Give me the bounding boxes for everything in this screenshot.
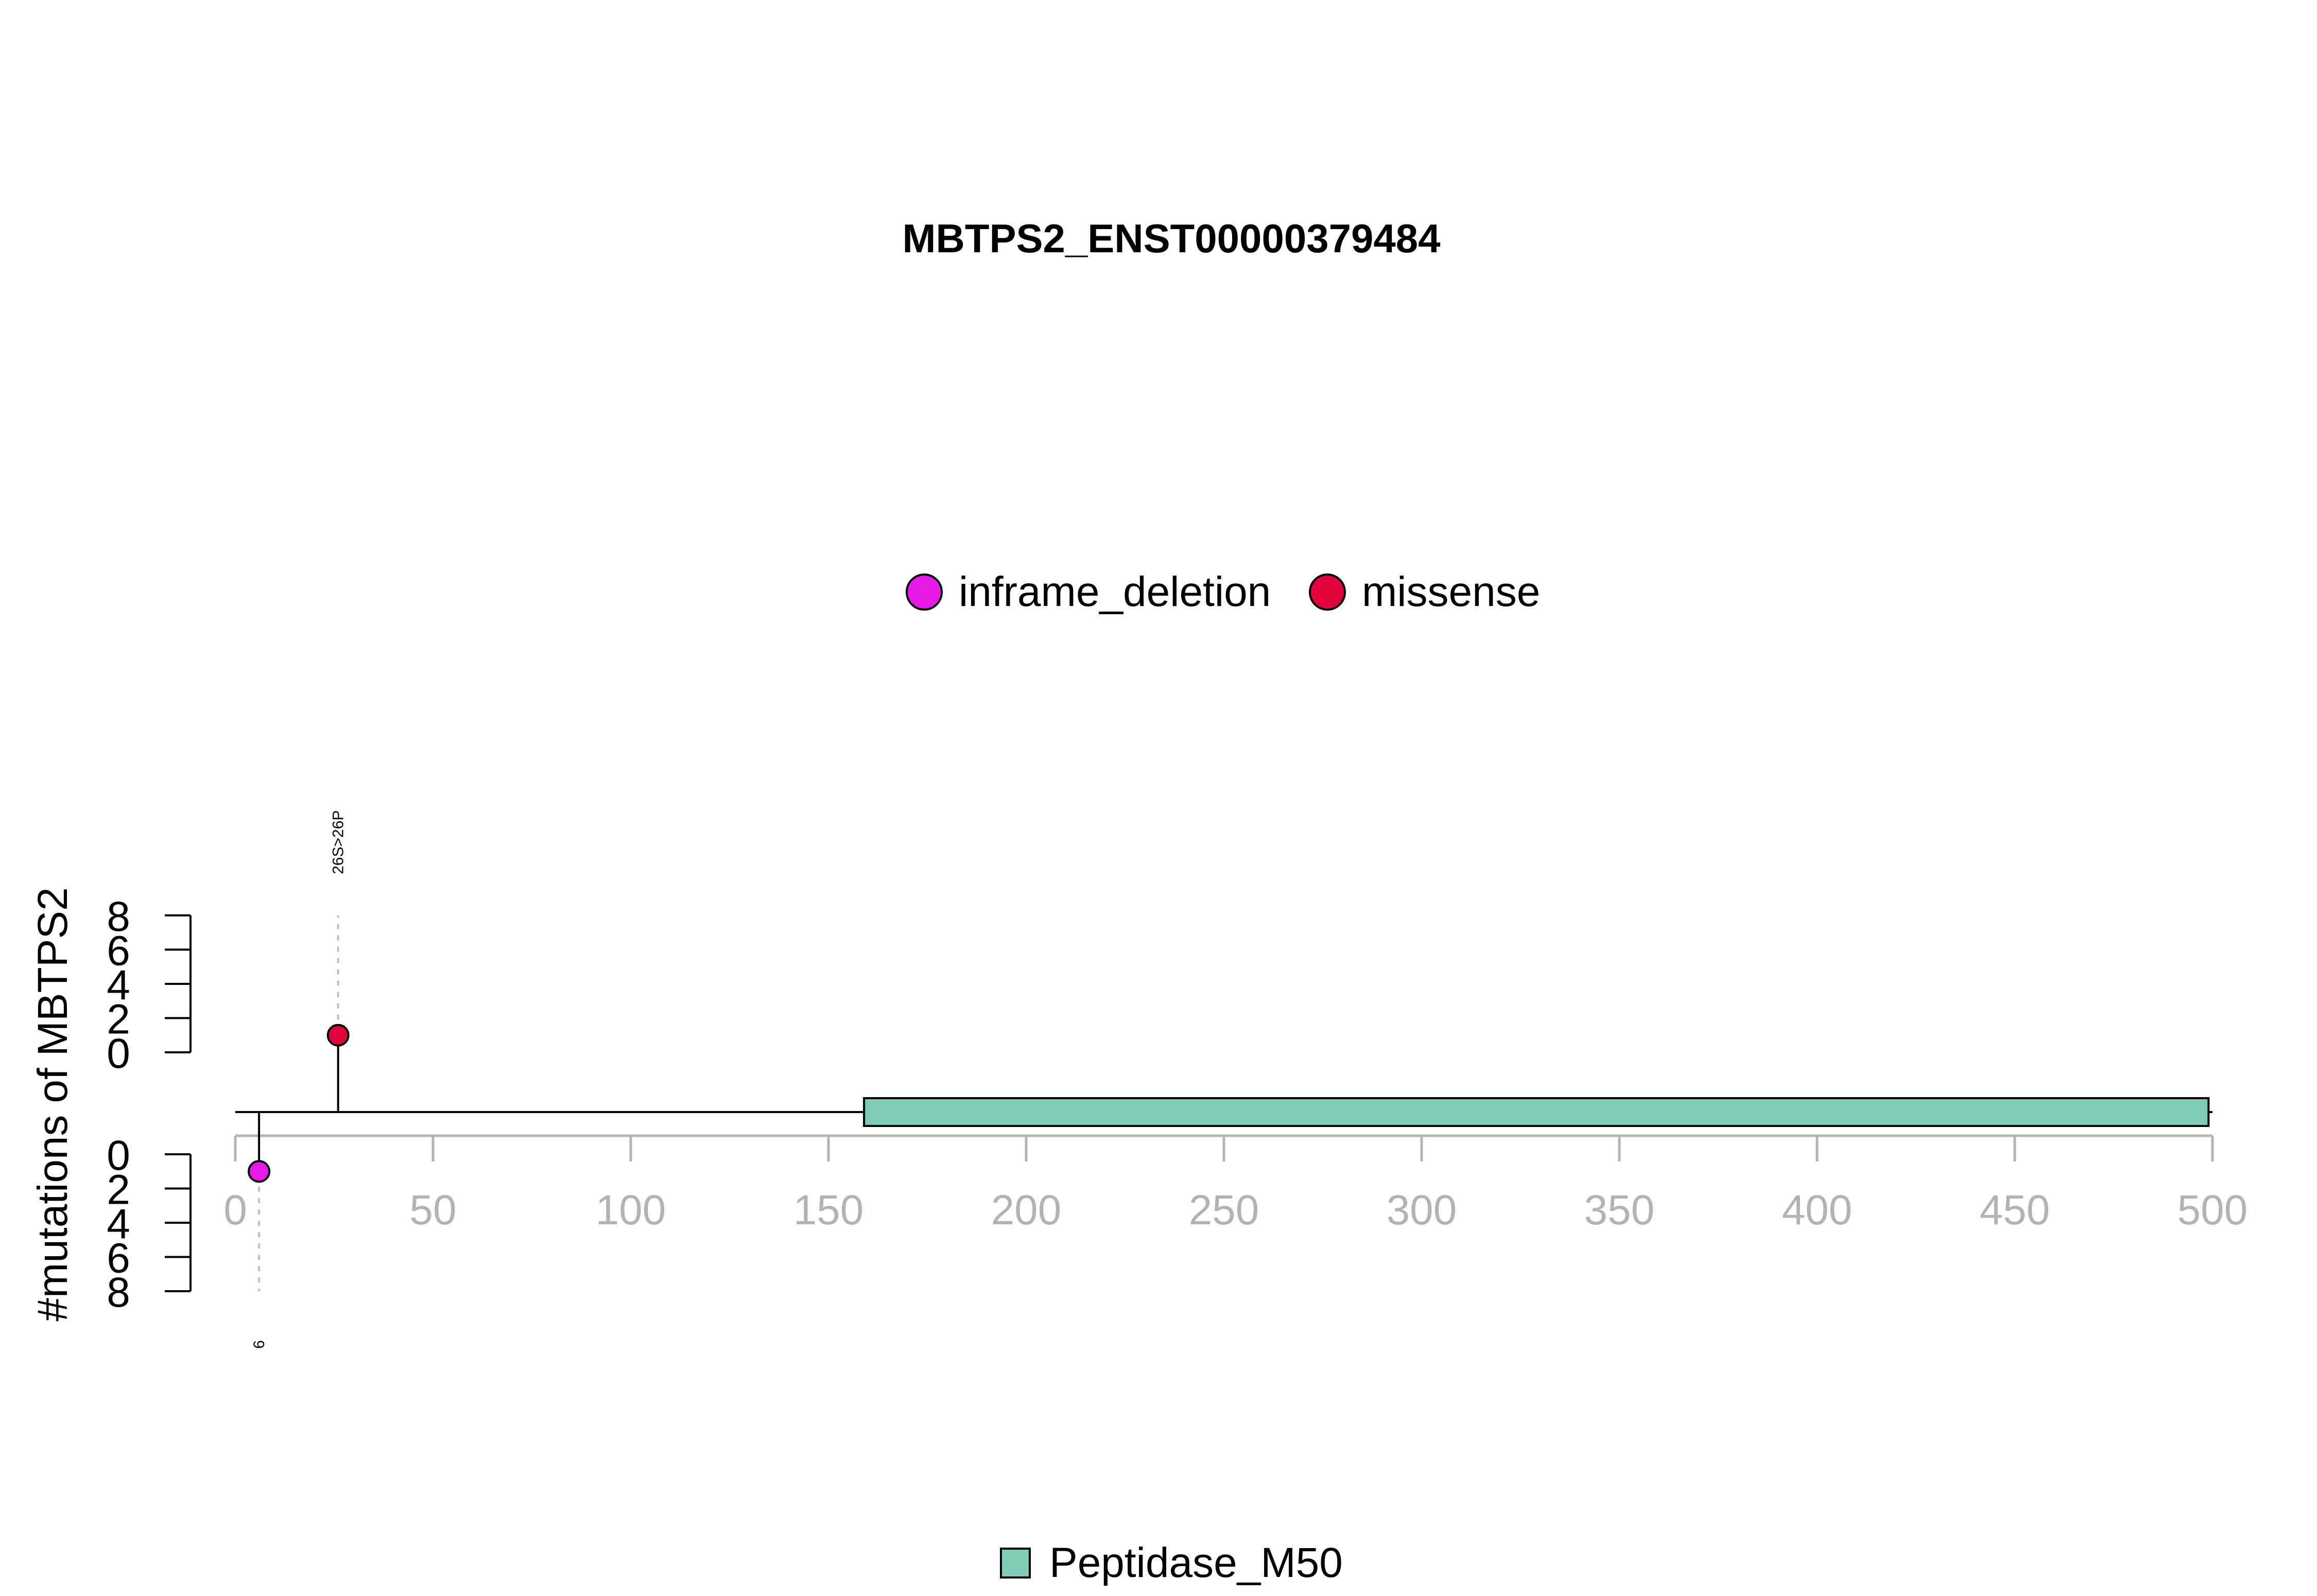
x-tick-label-400: 400 [1782,1187,1853,1234]
x-tick-label-450: 450 [1980,1187,2050,1234]
y-top-tick-label-2: 2 [107,996,130,1043]
mutation-missense-26-head [326,1023,350,1047]
chart-title: MBTPS2_ENST00000379484 [903,216,1441,261]
x-tick-label-350: 350 [1584,1187,1655,1234]
x-tick-label-150: 150 [793,1187,864,1234]
domain-legend: Peptidase_M50 [1000,1539,1343,1586]
y-top-tick-label-8: 8 [107,893,130,940]
x-tick-label-300: 300 [1387,1187,1457,1234]
legend-marker-missense [1309,574,1346,611]
legend-label-missense: missense [1362,568,1540,615]
y-bottom-tick-label-6: 6 [107,1235,130,1282]
mutation-legend: inframe_deletion missense [906,568,1540,615]
x-tick-label-100: 100 [596,1187,666,1234]
x-tick-label-50: 50 [409,1187,456,1234]
mutation-missense-26-label: 26S>26P [330,810,347,874]
y-axis-label: #mutations of MBTPS2 [29,887,76,1321]
y-top-tick-label-6: 6 [107,928,130,975]
x-tick-label-0: 0 [223,1187,247,1234]
domain-peptidase-m50 [863,1097,2210,1127]
marks-group: 26S>26P 6 [235,810,2212,1349]
y-bottom-tick-label-4: 4 [107,1201,130,1247]
legend-marker-inframe-deletion [906,574,943,611]
y-top-tick-label-4: 4 [107,962,130,1009]
x-tick-label-200: 200 [991,1187,1062,1234]
y-bottom-tick-label-8: 8 [107,1269,130,1316]
y-bottom-tick-label-2: 2 [107,1167,130,1213]
y-top-tick-label-0: 0 [107,1030,130,1077]
legend-label-peptidase-m50: Peptidase_M50 [1049,1539,1343,1586]
legend-label-inframe-deletion: inframe_deletion [959,568,1271,615]
y-bottom-tick-label-0: 0 [107,1132,130,1179]
x-tick-label-250: 250 [1189,1187,1259,1234]
mutation-inframe-deletion-6-head [248,1160,271,1183]
legend-swatch-peptidase-m50 [1000,1548,1031,1578]
mutation-inframe-deletion-6-label: 6 [251,1340,268,1349]
x-tick-label-500: 500 [2177,1187,2248,1234]
